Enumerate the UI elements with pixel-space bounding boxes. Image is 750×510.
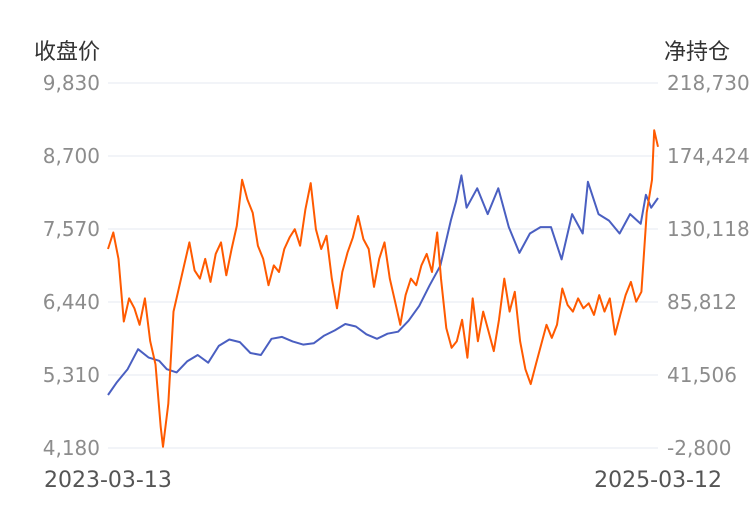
net-position-line [107, 129, 659, 448]
right-y-tick-label: 130,118 [667, 217, 750, 241]
left-axis-title: 收盘价 [34, 40, 101, 65]
left-y-tick-label: 7,570 [42, 217, 100, 241]
right-y-tick-label: 41,506 [667, 363, 737, 387]
left-y-tick-label: 9,830 [42, 71, 100, 95]
right-y-tick-label: 218,730 [667, 71, 750, 95]
left-y-tick-label: 4,180 [42, 436, 100, 460]
right-axis-title: 净持仓 [663, 40, 730, 65]
right-y-tick-label: 174,424 [667, 144, 750, 168]
left-y-tick-label: 5,310 [42, 363, 100, 387]
right-y-tick-label: 85,812 [667, 290, 737, 314]
right-y-tick-label: -2,800 [667, 436, 732, 460]
x-tick-start: 2023-03-13 [44, 468, 172, 493]
x-tick-end: 2025-03-12 [594, 468, 722, 493]
left-y-tick-label: 8,700 [42, 144, 100, 168]
series-lines [107, 129, 659, 448]
gridlines [108, 82, 658, 449]
close-price-line [107, 174, 659, 396]
left-y-tick-label: 6,440 [42, 290, 100, 314]
